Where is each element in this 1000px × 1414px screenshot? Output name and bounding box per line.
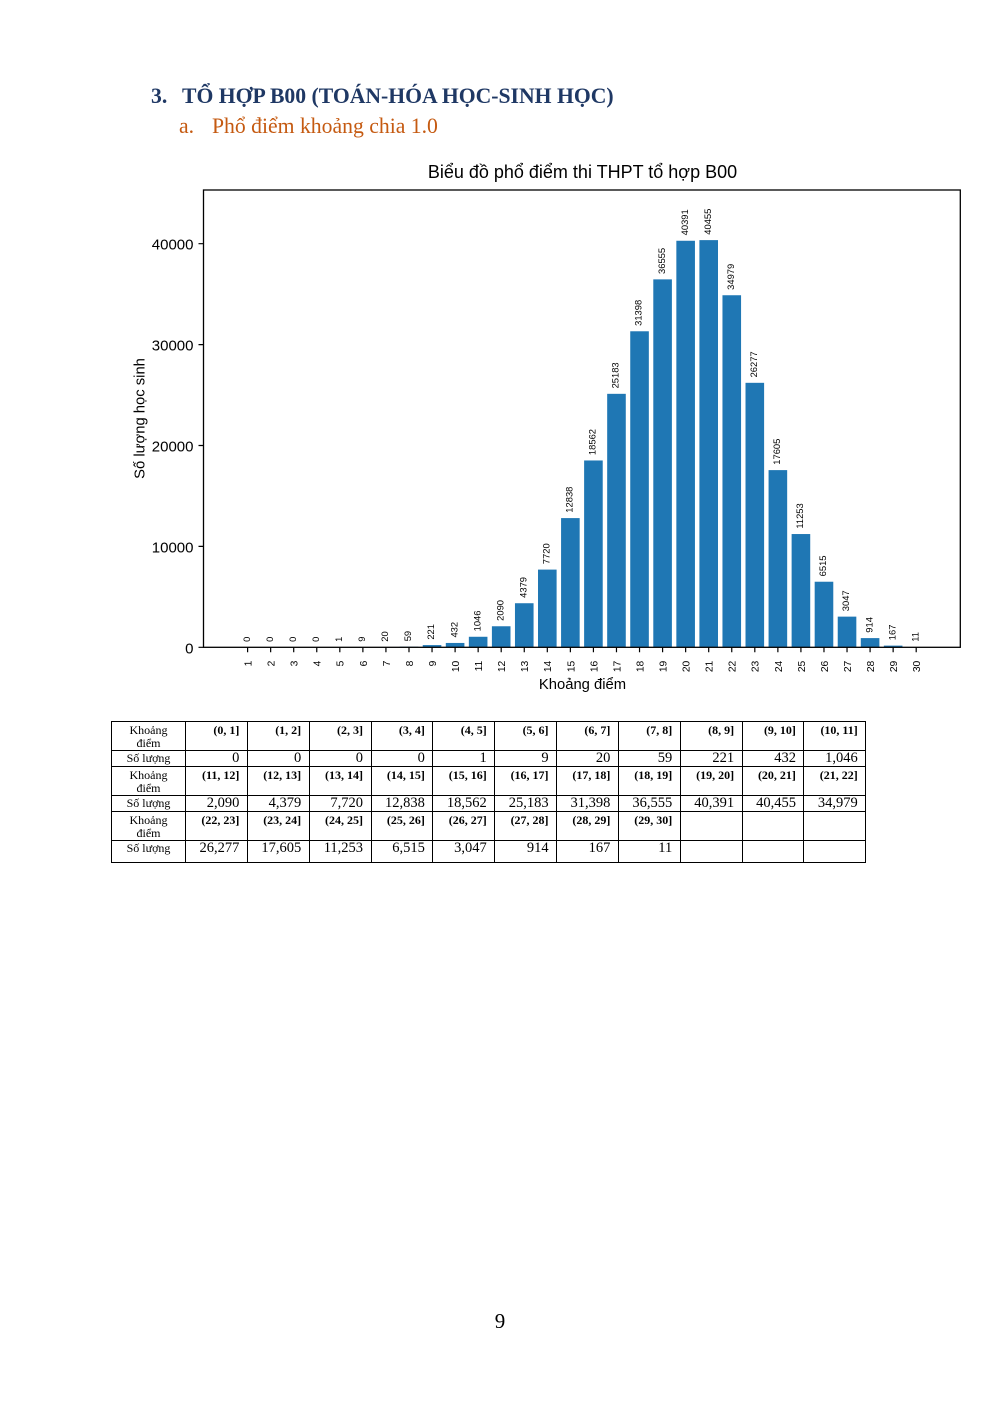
svg-text:20: 20: [379, 631, 390, 641]
svg-text:12838: 12838: [564, 487, 575, 513]
svg-text:11253: 11253: [794, 503, 805, 528]
svg-text:40391: 40391: [679, 209, 690, 235]
svg-text:12: 12: [497, 660, 508, 672]
svg-text:20000: 20000: [152, 439, 194, 456]
svg-text:25: 25: [797, 660, 808, 672]
svg-text:19: 19: [658, 660, 669, 672]
svg-text:10000: 10000: [152, 539, 194, 556]
svg-text:14: 14: [543, 660, 554, 672]
svg-text:30: 30: [912, 660, 923, 672]
svg-text:1: 1: [333, 637, 344, 642]
svg-text:5: 5: [336, 660, 347, 666]
svg-text:23: 23: [751, 660, 762, 672]
svg-text:914: 914: [863, 617, 874, 633]
svg-text:0: 0: [310, 637, 321, 642]
svg-text:17605: 17605: [771, 439, 782, 465]
svg-text:1: 1: [244, 660, 255, 666]
svg-text:10: 10: [451, 660, 462, 672]
svg-text:16: 16: [589, 660, 600, 672]
svg-text:24: 24: [774, 660, 785, 672]
svg-text:34979: 34979: [725, 264, 736, 290]
svg-text:21: 21: [705, 660, 716, 672]
svg-text:15: 15: [566, 660, 577, 672]
svg-text:4379: 4379: [517, 577, 528, 598]
svg-text:3: 3: [290, 660, 301, 666]
svg-text:28: 28: [866, 660, 877, 672]
svg-text:0: 0: [287, 637, 298, 642]
svg-text:27: 27: [843, 660, 854, 672]
svg-text:13: 13: [520, 660, 531, 672]
svg-text:9: 9: [356, 637, 367, 642]
svg-text:Số lượng học sinh: Số lượng học sinh: [133, 358, 149, 479]
svg-text:167: 167: [886, 625, 897, 641]
svg-text:40455: 40455: [702, 209, 713, 235]
svg-text:22: 22: [728, 660, 739, 672]
svg-text:221: 221: [425, 624, 436, 640]
svg-text:6515: 6515: [817, 555, 828, 576]
svg-text:11: 11: [474, 660, 485, 671]
svg-text:7: 7: [382, 660, 393, 666]
svg-text:7720: 7720: [541, 543, 552, 564]
svg-text:8: 8: [405, 660, 416, 666]
svg-text:0: 0: [185, 640, 193, 657]
svg-text:26: 26: [820, 660, 831, 672]
svg-text:30000: 30000: [152, 338, 194, 355]
svg-text:3047: 3047: [840, 590, 851, 611]
svg-text:Khoảng điểm: Khoảng điểm: [539, 677, 626, 693]
svg-text:36555: 36555: [656, 248, 667, 274]
svg-text:0: 0: [264, 637, 275, 642]
svg-text:18: 18: [635, 660, 646, 672]
svg-text:59: 59: [402, 631, 413, 641]
svg-text:9: 9: [428, 660, 439, 666]
svg-text:31398: 31398: [633, 300, 644, 326]
svg-text:20: 20: [682, 660, 693, 672]
svg-text:2: 2: [267, 660, 278, 666]
svg-text:0: 0: [241, 637, 252, 642]
svg-text:1046: 1046: [471, 611, 482, 632]
svg-text:2090: 2090: [494, 600, 505, 621]
svg-text:17: 17: [612, 660, 623, 672]
svg-text:18562: 18562: [587, 429, 598, 455]
svg-text:6: 6: [359, 660, 370, 666]
svg-text:29: 29: [889, 660, 900, 672]
svg-text:40000: 40000: [152, 237, 194, 254]
svg-text:25183: 25183: [610, 362, 621, 388]
svg-text:4: 4: [313, 660, 324, 666]
svg-text:26277: 26277: [748, 351, 759, 377]
svg-text:432: 432: [448, 622, 459, 638]
svg-text:11: 11: [909, 632, 920, 642]
svg-text:Biểu đồ phổ điểm thi THPT tổ h: Biểu đồ phổ điểm thi THPT tổ hợp B00: [428, 162, 737, 182]
